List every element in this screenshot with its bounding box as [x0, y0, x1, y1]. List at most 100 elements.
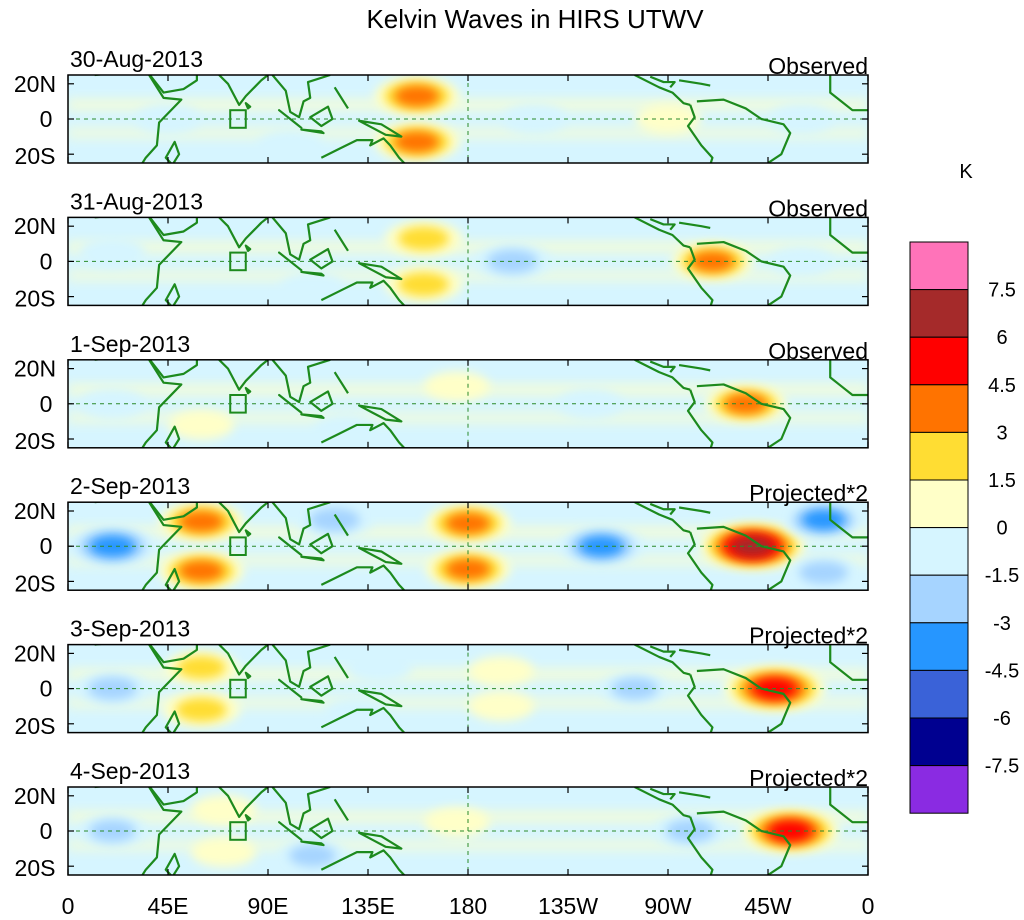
colorbar-swatch: [909, 669, 969, 719]
anomaly-blob: [786, 556, 861, 590]
anomaly-field: [68, 371, 868, 446]
colorbar-swatch: [909, 479, 969, 529]
coastline: [164, 710, 181, 733]
coastline: [300, 270, 325, 277]
panel-label: Projected*2: [749, 765, 868, 791]
anomaly-blob: [279, 272, 346, 303]
anomaly-blob: [473, 244, 552, 279]
coastline: [678, 506, 711, 514]
contour-level: [768, 246, 834, 277]
coastline: [634, 359, 691, 391]
anomaly-blob: [190, 795, 257, 825]
coastline: [678, 363, 711, 372]
contour-level: [398, 226, 449, 251]
panel-stack: 20N 0 20S 30-Aug-2013 Observed 20N 0 20S 31-Aug-…: [14, 46, 869, 881]
anomaly-blob: [324, 698, 390, 729]
anomaly-blob: [425, 504, 511, 543]
y-tick-label: 20N: [14, 498, 56, 524]
x-tick-label: 90E: [248, 893, 289, 919]
anomaly-blob: [346, 652, 412, 683]
contour-level: [690, 251, 734, 272]
coastline: [94, 787, 183, 875]
coastline: [218, 75, 269, 107]
colorbar-swatch: [909, 527, 969, 576]
panel-date: 2-Sep-2013: [70, 473, 190, 499]
colorbar-swatch: [909, 241, 969, 291]
coastlines: [94, 787, 868, 875]
coastline: [148, 217, 198, 237]
colorbar-swatch: [909, 574, 969, 624]
coastline: [278, 821, 303, 841]
anomaly-blob: [257, 130, 323, 161]
contour-level: [768, 104, 834, 134]
coastline: [278, 678, 303, 699]
coastline: [358, 404, 403, 423]
colorbar: K 7.5 6 4.5 3 1.5 0 -1.5 -3 -4.5 -6 -7.5: [909, 161, 1019, 814]
contour-level: [802, 509, 846, 530]
contour-level: [724, 393, 768, 414]
coastline: [649, 218, 676, 231]
coastline: [244, 529, 252, 537]
contour-level: [179, 511, 224, 532]
contour-level: [190, 795, 257, 825]
contour-level: [324, 698, 390, 729]
coastlines: [94, 644, 868, 733]
anomaly-blob: [158, 502, 244, 541]
contour-level: [179, 560, 224, 582]
y-tick-label: 20N: [14, 640, 56, 666]
x-tick-label: 0: [62, 893, 75, 919]
coastline: [218, 217, 269, 249]
panel-6: 20N 0 20S 4-Sep-2013 Projected*2: [14, 758, 869, 881]
anomaly-blob: [79, 237, 146, 268]
anomaly-blob: [374, 77, 460, 116]
coastline: [278, 109, 303, 129]
coastline: [94, 217, 183, 306]
contour-level: [346, 652, 412, 683]
coastline: [320, 706, 406, 733]
anomaly-blob: [424, 807, 490, 838]
coastline: [94, 359, 183, 448]
band-north: [68, 667, 868, 682]
coastline: [148, 787, 198, 806]
coastline: [278, 251, 303, 272]
panel-date: 30-Aug-2013: [70, 46, 203, 72]
coastline: [94, 644, 183, 733]
coastline: [271, 502, 331, 546]
anomaly-blob: [277, 839, 348, 872]
colorbar-label: -7.5: [985, 756, 1019, 778]
coastline: [829, 217, 868, 254]
anomaly-blob: [768, 246, 834, 277]
anomaly-blob: [653, 814, 727, 848]
coastline: [358, 831, 403, 850]
coastlines: [94, 502, 868, 591]
panel-4: 20N 0 20S 2-Sep-2013 Projected*2: [14, 473, 869, 596]
x-tick-label: 45E: [148, 893, 189, 919]
coastline: [164, 425, 181, 448]
panel-date: 1-Sep-2013: [70, 331, 190, 357]
coastline: [829, 75, 868, 112]
anomaly-blob: [558, 527, 644, 566]
contour-level: [487, 249, 538, 274]
coastline: [320, 422, 406, 448]
coastline: [333, 513, 349, 537]
colorbar-swatch: [909, 431, 969, 481]
coastline: [686, 240, 792, 306]
coastline: [686, 810, 792, 875]
coastline: [686, 525, 792, 591]
y-tick-label: 20S: [15, 286, 56, 312]
y-tick-label: 20N: [14, 213, 56, 239]
coastline: [358, 262, 403, 281]
panel-label: Observed: [768, 195, 868, 221]
colorbar-label: 0: [996, 518, 1007, 540]
chart-title: Kelvin Waves in HIRS UTWV: [366, 4, 704, 34]
anomaly-field: [68, 502, 868, 590]
coastline: [278, 393, 303, 414]
coastline: [94, 502, 183, 591]
contour-level: [468, 691, 534, 722]
panel-date: 3-Sep-2013: [70, 616, 190, 642]
band-north: [68, 240, 868, 255]
panel-label: Observed: [768, 338, 868, 364]
anomaly-blob: [79, 388, 146, 419]
coastline: [829, 502, 868, 539]
